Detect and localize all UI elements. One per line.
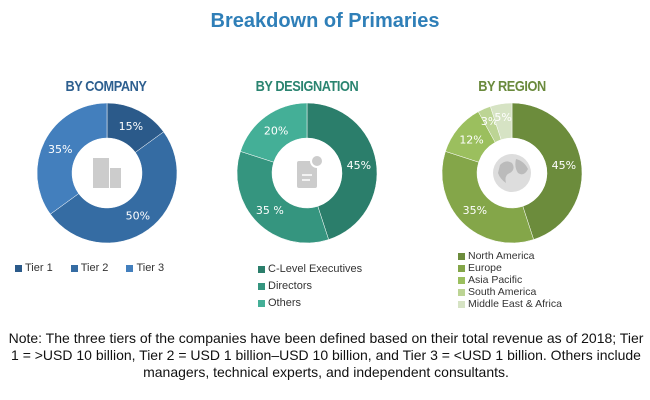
document-icon — [297, 154, 324, 188]
data-label: 15% — [119, 120, 143, 133]
legend-item: Directors — [258, 278, 362, 295]
legend-item: Tier 3 — [126, 262, 164, 274]
slice-middle-east-africa — [490, 102, 513, 141]
legend-item: Tier 1 — [15, 262, 53, 274]
legend-item: Tier 2 — [70, 262, 109, 274]
legend-label: Middle East & Africa — [468, 298, 562, 310]
legend-label: Tier 1 — [25, 262, 53, 274]
footnote: Note: The three tiers of the companies h… — [8, 330, 644, 380]
slice-north-america — [511, 102, 583, 240]
legend-label: South America — [468, 286, 537, 298]
legend-item: Asia Pacific — [458, 274, 562, 286]
designation-legend: C-Level Executives Directors Others — [258, 261, 362, 312]
company-legend: Tier 1 Tier 2 Tier 3 — [15, 262, 164, 274]
legend-item: North America — [458, 250, 562, 262]
slice-tier-2 — [50, 131, 178, 244]
legend-swatch — [258, 283, 265, 290]
legend-label: North America — [468, 250, 535, 262]
building-icon — [93, 158, 121, 188]
legend-swatch — [70, 264, 78, 272]
slice-tier-3 — [36, 102, 108, 215]
legend-item: South America — [458, 286, 562, 298]
legend-item: Middle East & Africa — [458, 298, 562, 310]
legend-label: Tier 2 — [80, 262, 109, 274]
slice-europe — [441, 151, 534, 244]
chart-title: Breakdown of Primaries — [210, 10, 440, 32]
region-legend: North America Europe Asia Pacific South Ame… — [458, 250, 562, 310]
legend-swatch — [458, 288, 465, 296]
legend-swatch — [458, 264, 465, 272]
legend-swatch — [15, 264, 22, 272]
legend-item: Others — [258, 295, 362, 312]
slice-c-level-executives — [306, 102, 378, 240]
legend-label: Asia Pacific — [468, 274, 523, 286]
legend-swatch — [126, 264, 134, 272]
legend-swatch — [458, 276, 465, 284]
globe-icon — [493, 154, 531, 192]
legend-label: Europe — [468, 262, 502, 274]
legend-swatch — [258, 300, 265, 307]
region-chart-title: BY REGION — [478, 78, 546, 95]
legend-item: Europe — [458, 262, 562, 274]
legend-label: C-Level Executives — [268, 263, 363, 275]
data-label: 35% — [48, 143, 72, 156]
legend-item: C-Level Executives — [258, 261, 362, 278]
designation-chart-title: BY DESIGNATION — [255, 78, 359, 95]
legend-swatch — [258, 266, 265, 273]
legend-label: Tier 3 — [136, 262, 165, 274]
legend-swatch — [458, 252, 465, 260]
data-label: 35 % — [256, 204, 284, 217]
slice-others — [240, 102, 308, 163]
slice-directors — [236, 151, 329, 244]
legend-swatch — [458, 300, 465, 308]
data-label: 5% — [494, 111, 511, 124]
data-label: 45% — [552, 159, 576, 172]
data-label: 12% — [459, 134, 483, 147]
legend-label: Others — [268, 297, 302, 309]
data-label: 20% — [264, 125, 288, 138]
data-label: 45% — [347, 159, 371, 172]
legend-label: Directors — [268, 280, 313, 292]
data-label: 50% — [126, 209, 150, 222]
data-label: 3% — [481, 115, 498, 128]
company-chart-title: BY COMPANY — [65, 78, 147, 95]
data-label: 35% — [463, 204, 487, 217]
